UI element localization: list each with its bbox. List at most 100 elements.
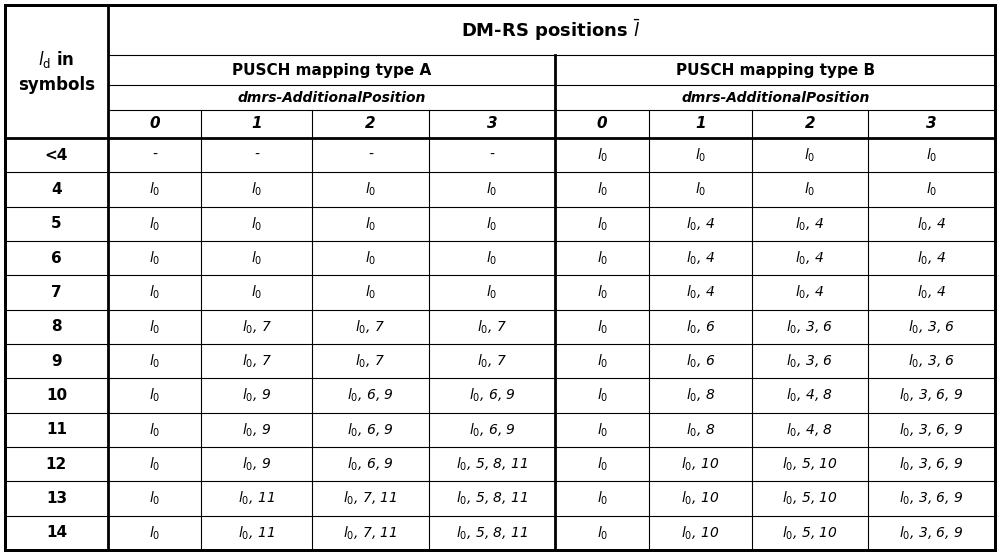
Text: $\mathit{l}_0$, 3, 6, 9: $\mathit{l}_0$, 3, 6, 9 bbox=[899, 387, 964, 404]
Text: $\mathit{l}_0$: $\mathit{l}_0$ bbox=[597, 421, 608, 438]
Text: $\mathit{l}_0$, 9: $\mathit{l}_0$, 9 bbox=[242, 456, 271, 473]
Text: $\mathit{l}_0$, 5, 10: $\mathit{l}_0$, 5, 10 bbox=[782, 490, 838, 507]
Text: $\mathit{l}_0$, 3, 6, 9: $\mathit{l}_0$, 3, 6, 9 bbox=[899, 421, 964, 438]
Text: $\mathit{l}_0$, 3, 6: $\mathit{l}_0$, 3, 6 bbox=[786, 318, 834, 336]
Text: PUSCH mapping type B: PUSCH mapping type B bbox=[676, 63, 875, 78]
Text: $\mathit{l}_0$: $\mathit{l}_0$ bbox=[149, 215, 160, 233]
Text: 0: 0 bbox=[597, 117, 608, 132]
Text: $\mathit{l}_0$, 7: $\mathit{l}_0$, 7 bbox=[477, 352, 507, 370]
Text: 3: 3 bbox=[487, 117, 497, 132]
Text: $\mathit{l}_0$: $\mathit{l}_0$ bbox=[365, 284, 376, 301]
Text: $\mathit{l}_0$, 7: $\mathit{l}_0$, 7 bbox=[355, 318, 385, 336]
Text: $\mathit{l}_0$, 6: $\mathit{l}_0$, 6 bbox=[686, 352, 715, 370]
Text: $\mathit{l}_0$, 4, 8: $\mathit{l}_0$, 4, 8 bbox=[786, 421, 834, 438]
Text: 1: 1 bbox=[251, 117, 262, 132]
Text: $\mathit{l}_0$: $\mathit{l}_0$ bbox=[695, 147, 706, 164]
Text: PUSCH mapping type A: PUSCH mapping type A bbox=[232, 63, 431, 78]
Text: $\mathit{l}_0$, 6, 9: $\mathit{l}_0$, 6, 9 bbox=[347, 387, 394, 404]
Text: $\mathit{l}_0$: $\mathit{l}_0$ bbox=[149, 352, 160, 370]
Text: $\mathit{l}_0$, 7: $\mathit{l}_0$, 7 bbox=[477, 318, 507, 336]
Text: $\mathit{l}_0$, 4: $\mathit{l}_0$, 4 bbox=[686, 215, 715, 233]
Text: -: - bbox=[152, 148, 157, 162]
Text: 14: 14 bbox=[46, 526, 67, 541]
Text: -: - bbox=[368, 148, 373, 162]
Text: $\mathit{l}_0$: $\mathit{l}_0$ bbox=[597, 524, 608, 542]
Text: $\mathit{l}_0$, 3, 6: $\mathit{l}_0$, 3, 6 bbox=[786, 352, 834, 370]
Text: $\mathit{l}_0$: $\mathit{l}_0$ bbox=[149, 387, 160, 404]
Text: $\mathit{l}_0$, 6, 9: $\mathit{l}_0$, 6, 9 bbox=[469, 421, 515, 438]
Text: $\mathit{l}_0$, 4: $\mathit{l}_0$, 4 bbox=[917, 249, 946, 267]
Text: $\mathit{l}_0$, 6, 9: $\mathit{l}_0$, 6, 9 bbox=[469, 387, 515, 404]
Text: $\mathit{l}_0$: $\mathit{l}_0$ bbox=[486, 181, 498, 198]
Text: $\mathit{l}_0$, 8: $\mathit{l}_0$, 8 bbox=[686, 387, 715, 404]
Text: $\mathit{l}_0$, 4: $\mathit{l}_0$, 4 bbox=[686, 249, 715, 267]
Text: $\mathit{l}_0$, 7: $\mathit{l}_0$, 7 bbox=[355, 352, 385, 370]
Text: 11: 11 bbox=[46, 422, 67, 437]
Text: 7: 7 bbox=[51, 285, 62, 300]
Text: $\mathit{l}_0$, 4: $\mathit{l}_0$, 4 bbox=[686, 284, 715, 301]
Text: $\mathit{l}_0$: $\mathit{l}_0$ bbox=[365, 215, 376, 233]
Text: -: - bbox=[254, 148, 259, 162]
Text: $\mathit{l}_0$: $\mathit{l}_0$ bbox=[597, 318, 608, 336]
Text: $\mathit{l}_0$: $\mathit{l}_0$ bbox=[251, 181, 262, 198]
Text: 3: 3 bbox=[926, 117, 937, 132]
Text: $\mathit{l}_0$: $\mathit{l}_0$ bbox=[149, 181, 160, 198]
Text: $\mathit{l}_0$, 3, 6, 9: $\mathit{l}_0$, 3, 6, 9 bbox=[899, 524, 964, 542]
Text: $\mathit{l}_0$, 10: $\mathit{l}_0$, 10 bbox=[681, 524, 720, 542]
Text: $\mathit{l}_0$: $\mathit{l}_0$ bbox=[365, 249, 376, 267]
Text: $\mathit{l}_0$: $\mathit{l}_0$ bbox=[149, 318, 160, 336]
Text: $\mathit{l}_0$: $\mathit{l}_0$ bbox=[251, 215, 262, 233]
Text: $\mathit{l}_0$, 3, 6: $\mathit{l}_0$, 3, 6 bbox=[908, 352, 955, 370]
Text: $\mathit{l}_0$: $\mathit{l}_0$ bbox=[149, 249, 160, 267]
Text: $\mathit{l}_0$, 10: $\mathit{l}_0$, 10 bbox=[681, 456, 720, 473]
Text: $\mathit{l}_0$, 6, 9: $\mathit{l}_0$, 6, 9 bbox=[347, 456, 394, 473]
Text: $\mathit{l}_0$: $\mathit{l}_0$ bbox=[926, 147, 937, 164]
Text: $\mathit{l}_0$, 4: $\mathit{l}_0$, 4 bbox=[795, 249, 825, 267]
Text: $\mathit{l}_0$: $\mathit{l}_0$ bbox=[597, 147, 608, 164]
Text: $\mathit{l}_0$: $\mathit{l}_0$ bbox=[597, 490, 608, 507]
Text: $\mathit{l}_0$, 10: $\mathit{l}_0$, 10 bbox=[681, 490, 720, 507]
Text: $\mathit{l}_0$: $\mathit{l}_0$ bbox=[597, 352, 608, 370]
Text: $\mathit{l}_0$, 11: $\mathit{l}_0$, 11 bbox=[238, 490, 275, 507]
Text: $\mathit{l}_0$, 3, 6, 9: $\mathit{l}_0$, 3, 6, 9 bbox=[899, 456, 964, 473]
Text: $\mathit{l}_0$: $\mathit{l}_0$ bbox=[486, 284, 498, 301]
Text: $\mathit{l}_0$: $\mathit{l}_0$ bbox=[926, 181, 937, 198]
Text: $\mathit{l}_0$, 8: $\mathit{l}_0$, 8 bbox=[686, 421, 715, 438]
Text: 13: 13 bbox=[46, 491, 67, 506]
Text: $\mathit{l}_0$, 7, 11: $\mathit{l}_0$, 7, 11 bbox=[343, 490, 398, 507]
Text: $\mathit{l}_0$, 3, 6: $\mathit{l}_0$, 3, 6 bbox=[908, 318, 955, 336]
Text: 5: 5 bbox=[51, 216, 62, 231]
Text: 4: 4 bbox=[51, 182, 62, 197]
Text: $\mathit{l}_0$: $\mathit{l}_0$ bbox=[597, 456, 608, 473]
Text: $\mathit{l}_0$, 7, 11: $\mathit{l}_0$, 7, 11 bbox=[343, 524, 398, 542]
Text: $\mathit{l}_0$, 3, 6, 9: $\mathit{l}_0$, 3, 6, 9 bbox=[899, 490, 964, 507]
Text: dmrs-AdditionalPosition: dmrs-AdditionalPosition bbox=[237, 90, 426, 104]
Text: $\mathit{l}_0$, 9: $\mathit{l}_0$, 9 bbox=[242, 387, 271, 404]
Text: $\mathit{l}_0$, 6: $\mathit{l}_0$, 6 bbox=[686, 318, 715, 336]
Text: $\mathit{l}_0$, 5, 8, 11: $\mathit{l}_0$, 5, 8, 11 bbox=[456, 456, 528, 473]
Text: $\mathit{l}_0$: $\mathit{l}_0$ bbox=[486, 215, 498, 233]
Text: $\mathit{l}_0$, 5, 10: $\mathit{l}_0$, 5, 10 bbox=[782, 456, 838, 473]
Text: $\mathit{l}_0$: $\mathit{l}_0$ bbox=[149, 284, 160, 301]
Text: 9: 9 bbox=[51, 354, 62, 369]
Text: $\mathit{l}_0$, 9: $\mathit{l}_0$, 9 bbox=[242, 421, 271, 438]
Text: 10: 10 bbox=[46, 388, 67, 403]
Text: $\mathit{l}_0$: $\mathit{l}_0$ bbox=[597, 215, 608, 233]
Text: $\mathit{l}_0$, 5, 8, 11: $\mathit{l}_0$, 5, 8, 11 bbox=[456, 524, 528, 542]
Text: $\mathit{l}_0$: $\mathit{l}_0$ bbox=[597, 387, 608, 404]
Text: $\mathit{l}_0$, 6, 9: $\mathit{l}_0$, 6, 9 bbox=[347, 421, 394, 438]
Text: $\mathit{l}_0$, 4, 8: $\mathit{l}_0$, 4, 8 bbox=[786, 387, 834, 404]
Text: $\mathit{l}_{\mathrm{d}}$ in
symbols: $\mathit{l}_{\mathrm{d}}$ in symbols bbox=[18, 49, 95, 94]
Text: $\mathit{l}_0$, 4: $\mathit{l}_0$, 4 bbox=[917, 284, 946, 301]
Text: 2: 2 bbox=[365, 117, 376, 132]
Text: 12: 12 bbox=[46, 457, 67, 472]
Text: $\mathit{l}_0$: $\mathit{l}_0$ bbox=[695, 181, 706, 198]
Text: 6: 6 bbox=[51, 251, 62, 266]
Text: $\mathit{l}_0$: $\mathit{l}_0$ bbox=[486, 249, 498, 267]
Text: $\mathit{l}_0$: $\mathit{l}_0$ bbox=[597, 181, 608, 198]
Text: $\mathit{l}_0$, 4: $\mathit{l}_0$, 4 bbox=[795, 284, 825, 301]
Text: $\mathit{l}_0$: $\mathit{l}_0$ bbox=[149, 490, 160, 507]
Text: <4: <4 bbox=[45, 148, 68, 163]
Text: $\mathit{l}_0$, 4: $\mathit{l}_0$, 4 bbox=[917, 215, 946, 233]
Text: $\mathit{l}_0$: $\mathit{l}_0$ bbox=[804, 181, 816, 198]
